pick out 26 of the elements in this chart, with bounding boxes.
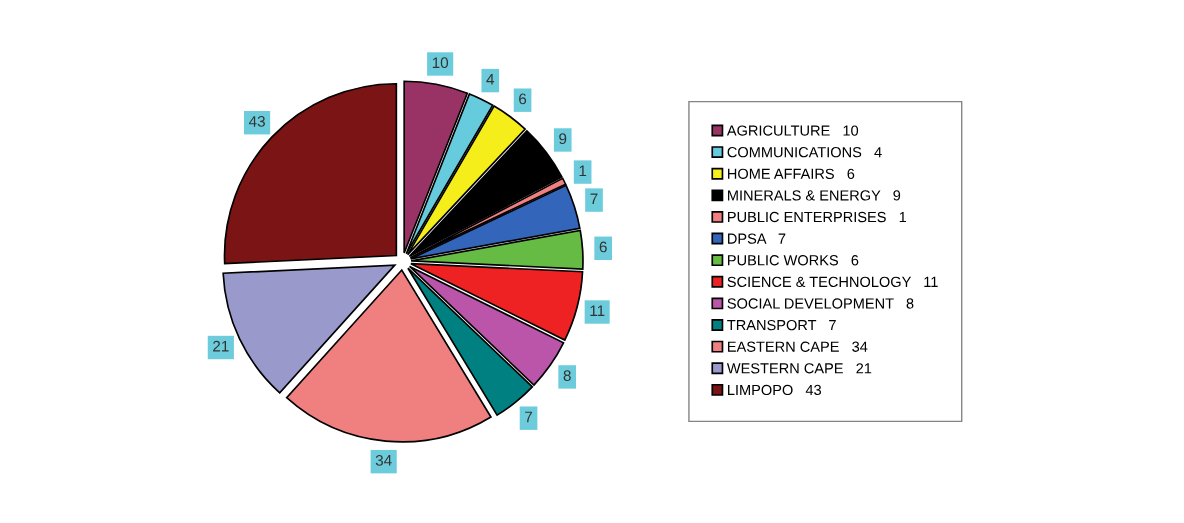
data-label: 9 — [559, 133, 567, 145]
legend-label: TRANSPORT 7 — [727, 319, 836, 331]
legend-label: EASTERN CAPE 34 — [728, 341, 868, 352]
data-label: 11 — [590, 305, 605, 316]
legend-label: MINERALS & ENERGY 9 — [728, 190, 901, 201]
legend-label: LIMPOPO 43 — [728, 384, 822, 396]
legend-label: AGRICULTURE 10 — [726, 125, 859, 136]
legend-label: DPSA 7 — [728, 233, 786, 244]
data-label: 1 — [579, 165, 587, 177]
data-label: 6 — [519, 93, 527, 105]
legend-label: WESTERN CAPE 21 — [726, 363, 872, 374]
data-label: 43 — [248, 116, 265, 127]
data-label: 10 — [432, 57, 449, 69]
data-label: 8 — [563, 370, 571, 382]
legend-label: PUBLIC WORKS 6 — [728, 255, 859, 266]
legend-label: SCIENCE & TECHNOLOGY 11 — [727, 276, 938, 288]
data-label: 6 — [599, 241, 607, 253]
data-label: 21 — [213, 340, 229, 352]
data-label: 7 — [525, 411, 533, 423]
legend-label: PUBLIC ENTERPRISES 1 — [728, 211, 907, 223]
data-label: 4 — [486, 74, 495, 85]
legend-label: SOCIAL DEVELOPMENT 8 — [727, 298, 914, 309]
data-label: 34 — [375, 454, 392, 466]
legend-label: COMMUNICATIONS 4 — [727, 147, 882, 158]
data-label: 7 — [590, 193, 598, 205]
legend-label: HOME AFFAIRS 6 — [728, 168, 855, 179]
